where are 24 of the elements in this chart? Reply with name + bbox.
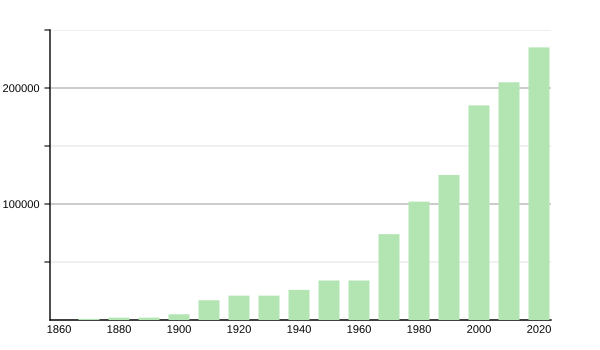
bar: [528, 47, 550, 320]
bar: [408, 202, 430, 320]
bar: [498, 82, 520, 320]
x-tick-label: 2000: [467, 325, 491, 334]
bar: [168, 314, 190, 320]
bar: [348, 280, 370, 320]
bar: [258, 296, 280, 320]
x-tick-label: 1900: [167, 325, 191, 334]
x-tick-label: 1880: [107, 325, 131, 334]
bar: [318, 280, 340, 320]
bar: [198, 300, 220, 320]
x-tick-label: 1960: [347, 325, 371, 334]
bar: [438, 175, 460, 320]
x-tick-label: 2020: [527, 325, 551, 334]
bar: [228, 296, 250, 320]
bar: [378, 234, 400, 320]
x-tick-label: 1920: [227, 325, 251, 334]
y-tick-label: 200000: [3, 84, 40, 92]
x-tick-label: 1940: [287, 325, 311, 334]
x-tick-label: 1980: [407, 325, 431, 334]
bar: [468, 105, 490, 320]
bar: [288, 290, 310, 320]
y-tick-label: 100000: [3, 200, 40, 208]
x-tick-label: 1860: [47, 325, 71, 334]
